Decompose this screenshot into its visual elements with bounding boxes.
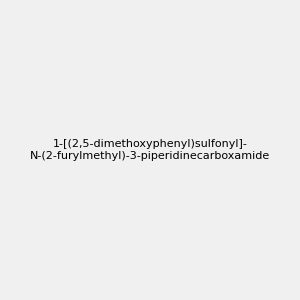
Text: 1-[(2,5-dimethoxyphenyl)sulfonyl]-
N-(2-furylmethyl)-3-piperidinecarboxamide: 1-[(2,5-dimethoxyphenyl)sulfonyl]- N-(2-… — [30, 139, 270, 161]
